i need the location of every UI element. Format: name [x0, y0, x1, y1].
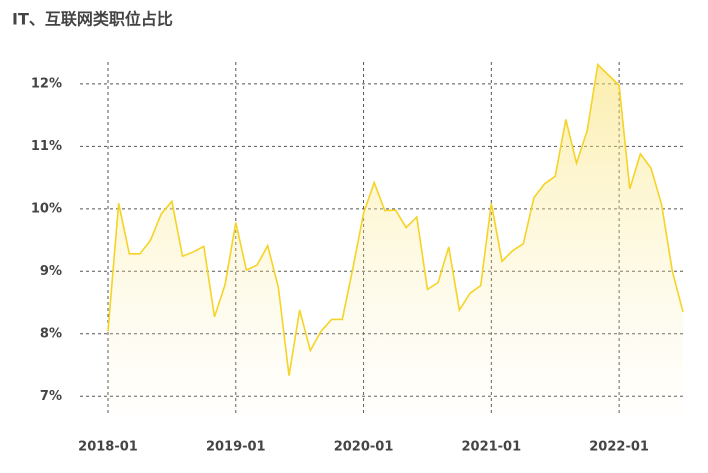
- y-tick-label: 7%: [40, 389, 62, 404]
- y-tick-label: 8%: [40, 326, 62, 341]
- x-tick-label: 2022-01: [589, 440, 649, 455]
- x-tick-label: 2020-01: [334, 440, 394, 455]
- y-tick-label: 10%: [31, 201, 62, 216]
- y-tick-label: 9%: [40, 264, 62, 279]
- line: [107, 62, 684, 376]
- x-tick-label: 2021-01: [461, 440, 521, 455]
- x-tick-label: 2019-01: [206, 440, 266, 455]
- chart-title: IT、互联网类职位占比: [12, 10, 173, 29]
- y-tick-label: 11%: [31, 139, 62, 154]
- y-tick-label: 12%: [31, 76, 62, 91]
- area: [108, 64, 683, 415]
- x-tick-label: 2018-01: [78, 440, 138, 455]
